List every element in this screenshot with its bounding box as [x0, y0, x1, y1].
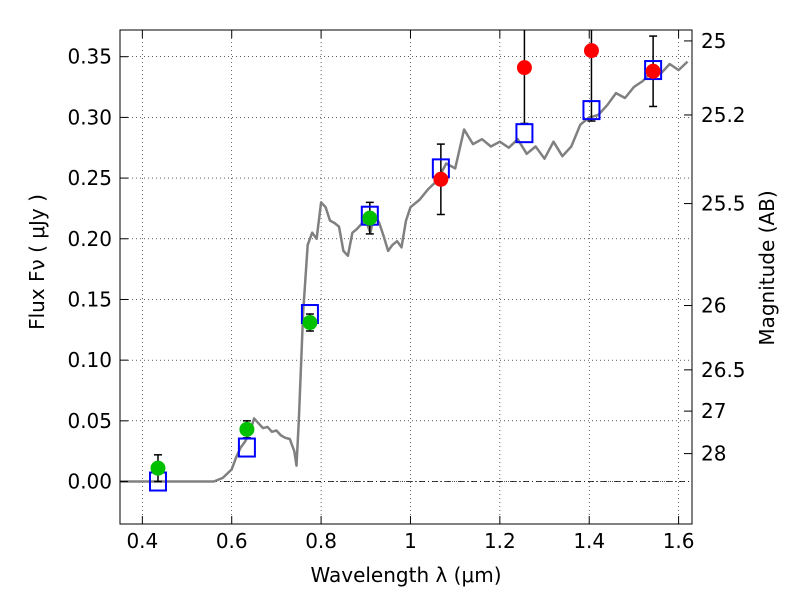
y-tick-label: 0.05 — [67, 409, 112, 433]
y2-axis-title: Magnitude (AB) — [755, 190, 779, 345]
observed-point — [516, 60, 532, 76]
x-tick-label: 1.4 — [573, 529, 605, 553]
x-tick-label: 0.6 — [216, 529, 248, 553]
x-tick-label: 1.6 — [663, 529, 695, 553]
model-square-marker — [237, 437, 256, 458]
observed-point — [302, 315, 318, 331]
observed-point — [433, 171, 449, 187]
observed-point — [150, 460, 166, 476]
magnitude-tick-label: 26 — [701, 294, 726, 318]
y-tick-label: 0.35 — [67, 45, 112, 69]
magnitude-tick-labels: 25 25.2 25.5 26 26.5 27 28 — [701, 29, 746, 466]
x-tick-label: 1 — [404, 529, 417, 553]
magnitude-tick-label: 27 — [701, 399, 726, 423]
observed-point — [239, 421, 255, 437]
x-tick-label: 0.8 — [305, 529, 337, 553]
model-square-marker — [582, 100, 601, 121]
model-square-marker — [515, 123, 534, 144]
magnitude-tick-label: 25.5 — [701, 192, 746, 216]
plot-background — [120, 30, 692, 524]
magnitude-tick-label: 28 — [701, 442, 726, 466]
observed-points — [150, 43, 661, 476]
magnitude-tick-label: 25 — [701, 29, 726, 53]
plot-frame — [119, 29, 693, 525]
y-axis-title: Flux Fν ( μJy ) — [25, 194, 49, 330]
y-tick-label: 0.10 — [67, 348, 112, 372]
magnitude-tick-label: 25.2 — [701, 103, 746, 127]
y-tick-label: 0.25 — [67, 166, 112, 190]
grid — [120, 30, 692, 524]
spectrum-line — [120, 60, 689, 483]
observed-point — [583, 43, 599, 59]
model-square-marker — [644, 60, 663, 81]
y-tick-label: 0.30 — [67, 105, 112, 129]
magnitude-tick-label: 26.5 — [701, 358, 746, 382]
x-tick-label: 0.4 — [126, 529, 158, 553]
x-axis-title: Wavelength λ (μm) — [310, 563, 501, 587]
model-spectrum — [120, 60, 689, 483]
y-tick-labels: 0.00 0.05 0.10 0.15 0.20 0.25 0.30 0.35 — [67, 45, 112, 494]
observed-point — [362, 210, 378, 226]
axis-ticks — [120, 30, 692, 524]
y-tick-label: 0.00 — [67, 470, 112, 494]
x-tick-label: 1.2 — [484, 529, 516, 553]
y-tick-label: 0.20 — [67, 227, 112, 251]
x-tick-labels: 0.4 0.6 0.8 1 1.2 1.4 1.6 — [126, 529, 694, 553]
y-tick-label: 0.15 — [67, 287, 112, 311]
observed-point — [645, 63, 661, 79]
